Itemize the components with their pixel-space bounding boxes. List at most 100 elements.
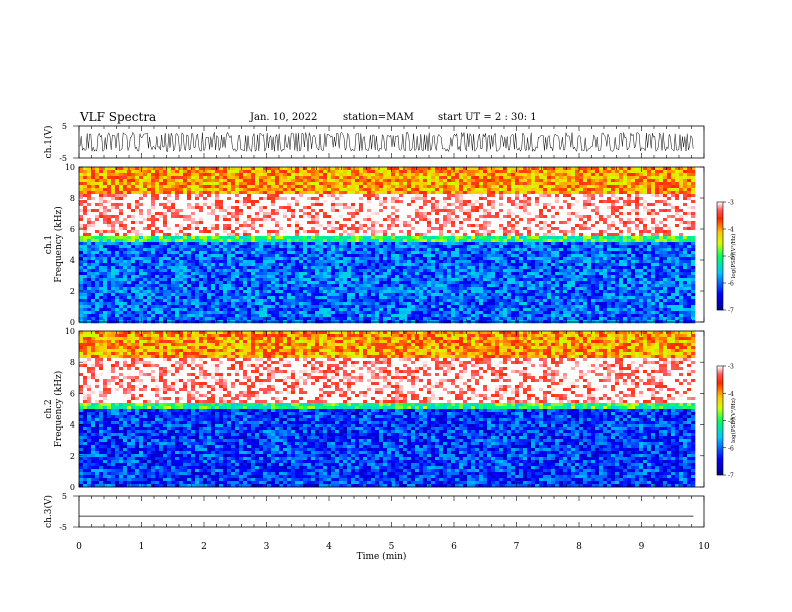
spectrogram-cell — [307, 233, 312, 237]
spectrogram-cell — [383, 287, 388, 291]
spectrogram-cell — [387, 254, 392, 258]
spectrogram-cell — [423, 269, 428, 273]
spectrogram-cell — [167, 311, 172, 315]
spectrogram-cell — [139, 275, 144, 279]
spectrogram-cell — [207, 209, 212, 213]
spectrogram-cell — [103, 245, 108, 249]
spectrogram-cell — [287, 314, 292, 318]
spectrogram-cell — [171, 188, 176, 192]
spectrogram-cell — [399, 197, 404, 201]
spectrogram-cell — [319, 167, 324, 171]
spectrogram-cell — [227, 296, 232, 300]
spectrogram-cell — [167, 236, 172, 240]
spectrogram-cell — [107, 197, 112, 201]
spectrogram-cell — [95, 167, 100, 171]
spectrogram-cell — [403, 236, 408, 240]
spectrogram-cell — [83, 227, 88, 231]
spectrogram-cell — [307, 254, 312, 258]
spectrogram-cell — [139, 206, 144, 210]
spectrogram-cell — [407, 305, 412, 309]
spectrogram-cell — [363, 215, 368, 219]
spectrogram-cell — [227, 275, 232, 279]
spectrogram-cell — [423, 233, 428, 237]
spectrogram-cell — [91, 305, 96, 309]
spectrogram-cell — [391, 197, 396, 201]
spectrogram-cell — [323, 278, 328, 282]
spectrogram-cell — [223, 275, 228, 279]
spectrogram-cell — [399, 173, 404, 177]
spectrogram-cell — [263, 299, 268, 303]
spectrogram-cell — [447, 302, 452, 306]
spectrogram-cell — [163, 287, 168, 291]
spectrogram-cell — [423, 218, 428, 222]
spectrogram-cell — [371, 257, 376, 261]
spectrogram-cell — [99, 176, 104, 180]
spectrogram-cell — [343, 284, 348, 288]
spectrogram-cell — [331, 263, 336, 267]
spectrogram-cell — [227, 200, 232, 204]
spectrogram-cell — [367, 314, 372, 318]
spectrogram-cell — [355, 185, 360, 189]
spectrogram-cell — [259, 212, 264, 216]
spectrogram-cell — [391, 212, 396, 216]
spectrogram-cell — [183, 206, 188, 210]
spectrogram-cell — [79, 242, 84, 246]
spectrogram-cell — [399, 317, 404, 321]
spectrogram-cell — [339, 269, 344, 273]
spectrogram-cell — [159, 191, 164, 195]
spectrogram-cell — [271, 206, 276, 210]
spectrogram-cell — [431, 275, 436, 279]
spectrogram-cell — [271, 203, 276, 207]
spectrogram-cell — [415, 224, 420, 228]
spectrogram-cell — [111, 266, 116, 270]
spectrogram-cell — [435, 227, 440, 231]
spectrogram-cell — [347, 170, 352, 174]
spectrogram-cell — [415, 287, 420, 291]
spectrogram-cell — [339, 302, 344, 306]
spectrogram-cell — [451, 254, 456, 258]
spectrogram-cell — [435, 299, 440, 303]
spectrogram-cell — [335, 224, 340, 228]
spectrogram-cell — [143, 251, 148, 255]
spectrogram-cell — [83, 182, 88, 186]
spectrogram-cell — [131, 242, 136, 246]
spectrogram-cell — [127, 260, 132, 264]
spectrogram-cell — [279, 260, 284, 264]
spectrogram-cell — [175, 212, 180, 216]
spectrogram-cell — [251, 167, 256, 171]
spectrogram-cell — [299, 182, 304, 186]
spectrogram-cell — [87, 266, 92, 270]
spectrogram-cell — [155, 311, 160, 315]
spectrogram-cell — [163, 173, 168, 177]
spectrogram-cell — [195, 197, 200, 201]
spectrogram-cell — [335, 248, 340, 252]
spectrogram-cell — [331, 245, 336, 249]
spectrogram-cell — [447, 221, 452, 225]
spectrogram-cell — [119, 185, 124, 189]
spectrogram-cell — [195, 167, 200, 171]
spectrogram-cell — [339, 287, 344, 291]
spectrogram-cell — [87, 257, 92, 261]
spectrogram-cell — [191, 251, 196, 255]
spectrogram-cell — [283, 299, 288, 303]
spectrogram-cell — [319, 173, 324, 177]
spectrogram-cell — [175, 266, 180, 270]
spectrogram-cell — [155, 251, 160, 255]
spectrogram-cell — [139, 227, 144, 231]
spectrogram-cell — [339, 278, 344, 282]
spectrogram-cell — [79, 317, 84, 321]
spectrogram-cell — [423, 260, 428, 264]
spectrogram-cell — [283, 242, 288, 246]
spectrogram-cell — [159, 194, 164, 198]
spectrogram-cell — [103, 167, 108, 171]
spectrogram-cell — [327, 284, 332, 288]
spectrogram-cell — [351, 266, 356, 270]
spectrogram-cell — [191, 215, 196, 219]
spectrogram-cell — [351, 284, 356, 288]
spectrogram-cell — [367, 308, 372, 312]
spectrogram-cell — [231, 314, 236, 318]
spectrogram-cell — [87, 179, 92, 183]
spectrogram-cell — [363, 197, 368, 201]
spectrogram-cell — [91, 227, 96, 231]
spectrogram-cell — [423, 197, 428, 201]
